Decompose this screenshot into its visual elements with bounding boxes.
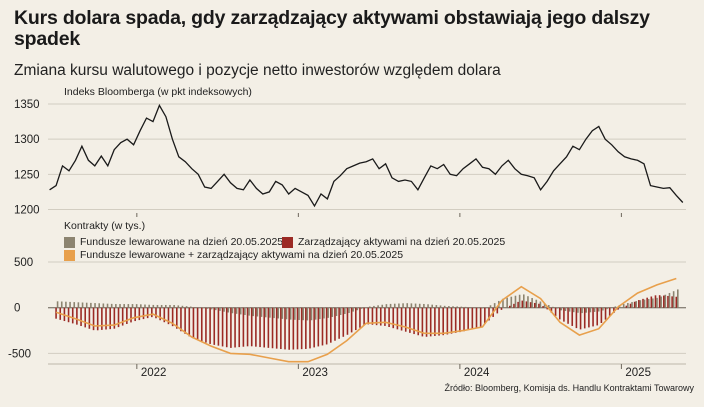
- top-ytick-label: 1250: [14, 169, 40, 181]
- legend-label-combined: Fundusze lewarowane + zarządzający aktyw…: [80, 249, 404, 261]
- top-chart-ylabel: Indeks Bloomberga (w pkt indeksowych): [64, 86, 252, 98]
- x-tick-label: 2025: [625, 367, 651, 379]
- x-tick-label: 2023: [302, 367, 328, 379]
- legend-swatch-combined: [64, 249, 75, 261]
- top-ytick-label: 1350: [14, 99, 40, 111]
- chart-subtitle: Zmiana kursu walutowego i pozycje netto …: [14, 62, 501, 79]
- legend-item-combined: Fundusze lewarowane + zarządzający aktyw…: [64, 249, 403, 261]
- x-tick-label: 2024: [464, 367, 490, 379]
- chart-title: Kurs dolara spada, gdy zarządzający akty…: [14, 7, 650, 50]
- bottom-ytick-label: -500: [8, 348, 31, 360]
- dxy-index-line: [49, 103, 684, 208]
- legend-swatch-leveraged: [64, 236, 75, 248]
- legend-item-leveraged: Fundusze lewarowane na dzień 20.05.2025: [64, 236, 283, 248]
- x-tick-label: 2022: [141, 367, 167, 379]
- bottom-ytick-label: 0: [14, 303, 20, 315]
- top-ytick-label: 1200: [14, 204, 40, 216]
- legend-label-leveraged: Fundusze lewarowane na dzień 20.05.2025: [80, 236, 284, 248]
- legend-swatch-asset-managers: [282, 236, 293, 248]
- top-ytick-label: 1300: [14, 134, 40, 146]
- legend-label-asset-managers: Zarządzający aktywami na dzień 20.05.202…: [298, 236, 506, 248]
- legend-item-asset-managers: Zarządzający aktywami na dzień 20.05.202…: [282, 236, 505, 248]
- bottom-ytick-label: 500: [14, 257, 33, 269]
- combined-line: [55, 277, 677, 363]
- source-note: Źródło: Bloomberg, Komisja ds. Handlu Ko…: [444, 383, 694, 393]
- bottom-chart-title: Kontrakty (w tys.): [64, 220, 146, 232]
